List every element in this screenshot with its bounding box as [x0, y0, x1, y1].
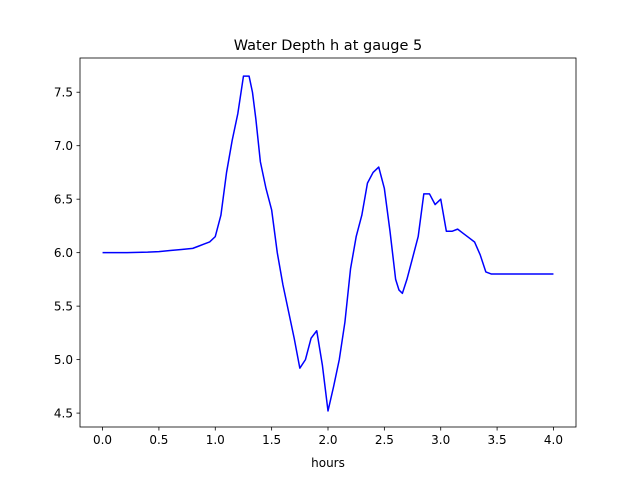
- plot-frame: [79, 57, 577, 428]
- x-tick-label: 3.5: [488, 433, 507, 447]
- x-tick-label: 0.5: [149, 433, 168, 447]
- x-tick-label: 1.0: [206, 433, 225, 447]
- y-tick-label: 5.5: [54, 299, 73, 313]
- x-axis: 0.0 0.5 1.0 1.5 2.0 2.5 3.0 3.5 4.0: [93, 427, 563, 447]
- x-tick-label: 1.5: [262, 433, 281, 447]
- x-tick-label: 4.0: [544, 433, 563, 447]
- x-axis-label: hours: [311, 456, 345, 470]
- y-tick-label: 5.0: [54, 353, 73, 367]
- x-tick-label: 2.0: [318, 433, 337, 447]
- x-tick-label: 2.5: [375, 433, 394, 447]
- x-tick-label: 0.0: [93, 433, 112, 447]
- y-axis: 4.5 5.0 5.5 6.0 6.5 7.0 7.5: [54, 85, 80, 420]
- x-tick-label: 3.0: [431, 433, 450, 447]
- y-tick-label: 6.5: [54, 192, 73, 206]
- y-tick-label: 4.5: [54, 406, 73, 420]
- plot-area: [79, 57, 577, 428]
- y-tick-label: 7.0: [54, 139, 73, 153]
- y-tick-label: 7.5: [54, 85, 73, 99]
- series-line-0: [102, 75, 554, 412]
- chart-title: Water Depth h at gauge 5: [234, 38, 422, 54]
- y-tick-label: 6.0: [54, 246, 73, 260]
